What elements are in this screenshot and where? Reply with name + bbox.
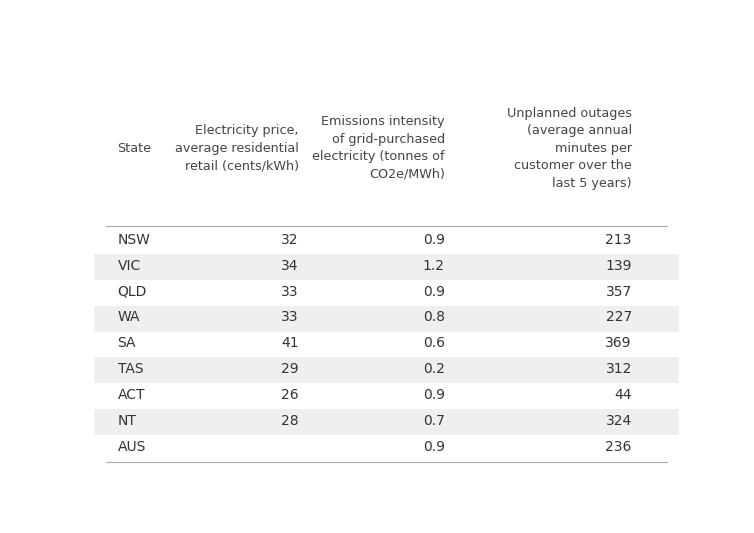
Text: 44: 44	[615, 388, 632, 402]
Text: 33: 33	[281, 310, 299, 325]
Text: Emissions intensity
of grid-purchased
electricity (tonnes of
CO2e/MWh): Emissions intensity of grid-purchased el…	[312, 115, 445, 181]
Text: VIC: VIC	[118, 259, 141, 273]
Text: 312: 312	[605, 362, 632, 376]
Text: 0.9: 0.9	[423, 233, 445, 247]
Text: 33: 33	[281, 285, 299, 298]
Text: Unplanned outages
(average annual
minutes per
customer over the
last 5 years): Unplanned outages (average annual minute…	[507, 107, 632, 190]
Text: Electricity price,
average residential
retail (cents/kWh): Electricity price, average residential r…	[175, 124, 299, 172]
FancyBboxPatch shape	[94, 254, 679, 280]
Text: 0.9: 0.9	[423, 440, 445, 454]
Text: 34: 34	[281, 259, 299, 273]
Text: 1.2: 1.2	[423, 259, 445, 273]
Text: 227: 227	[605, 310, 632, 325]
Text: 324: 324	[605, 414, 632, 428]
Text: WA: WA	[118, 310, 140, 325]
Text: 0.2: 0.2	[423, 362, 445, 376]
FancyBboxPatch shape	[94, 435, 679, 461]
FancyBboxPatch shape	[94, 383, 679, 409]
Text: 369: 369	[605, 336, 632, 350]
Text: 0.7: 0.7	[423, 414, 445, 428]
Text: 29: 29	[281, 362, 299, 376]
Text: TAS: TAS	[118, 362, 143, 376]
Text: 139: 139	[605, 259, 632, 273]
Text: State: State	[118, 142, 152, 155]
Text: 41: 41	[281, 336, 299, 350]
FancyBboxPatch shape	[94, 280, 679, 306]
Text: NT: NT	[118, 414, 136, 428]
Text: SA: SA	[118, 336, 136, 350]
Text: 357: 357	[605, 285, 632, 298]
FancyBboxPatch shape	[94, 409, 679, 435]
Text: ACT: ACT	[118, 388, 145, 402]
Text: 0.9: 0.9	[423, 388, 445, 402]
Text: QLD: QLD	[118, 285, 147, 298]
FancyBboxPatch shape	[94, 332, 679, 358]
FancyBboxPatch shape	[94, 358, 679, 383]
Text: 0.6: 0.6	[423, 336, 445, 350]
Text: 0.9: 0.9	[423, 285, 445, 298]
Text: 213: 213	[605, 233, 632, 247]
Text: 236: 236	[605, 440, 632, 454]
Text: NSW: NSW	[118, 233, 151, 247]
Text: AUS: AUS	[118, 440, 146, 454]
Text: 26: 26	[281, 388, 299, 402]
Text: 0.8: 0.8	[423, 310, 445, 325]
FancyBboxPatch shape	[94, 306, 679, 332]
Text: 32: 32	[281, 233, 299, 247]
Text: 28: 28	[281, 414, 299, 428]
FancyBboxPatch shape	[94, 228, 679, 254]
